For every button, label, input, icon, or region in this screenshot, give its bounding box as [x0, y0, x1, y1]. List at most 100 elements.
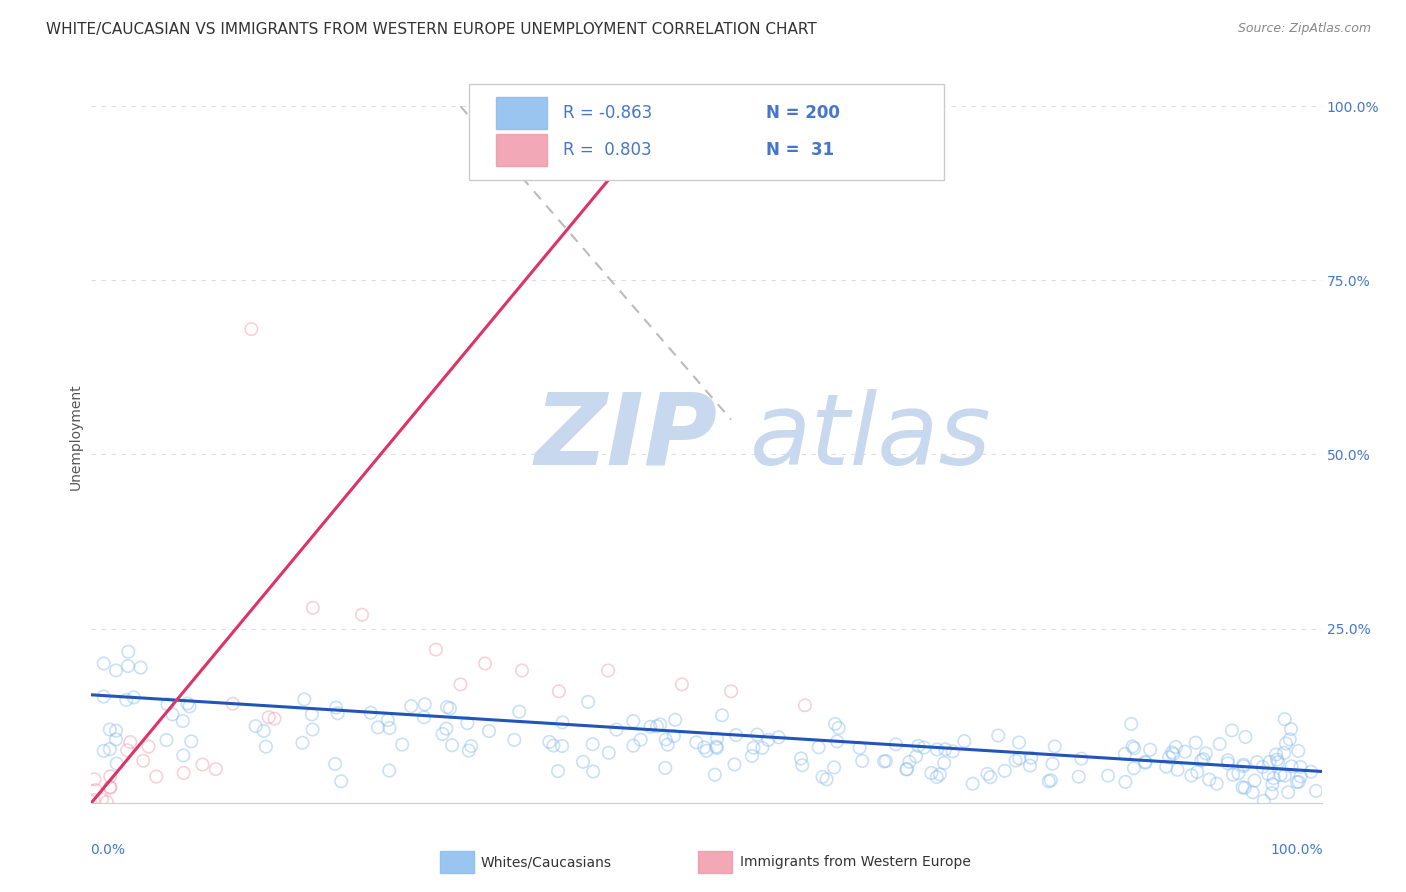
- Point: [439, 701, 461, 715]
- Point: [1122, 739, 1144, 754]
- Point: [1274, 768, 1296, 782]
- Point: [1209, 737, 1232, 751]
- Text: atlas: atlas: [749, 389, 991, 485]
- Point: [253, 723, 276, 738]
- Point: [811, 770, 834, 784]
- Point: [1222, 768, 1244, 782]
- Point: [815, 772, 838, 787]
- Point: [1004, 754, 1026, 768]
- Point: [180, 734, 202, 748]
- Point: [1180, 768, 1202, 782]
- Point: [191, 757, 214, 772]
- Point: [823, 760, 845, 774]
- Point: [96, 795, 118, 809]
- Point: [596, 664, 619, 678]
- Point: [768, 731, 790, 745]
- Point: [873, 755, 896, 769]
- Point: [875, 754, 897, 768]
- Point: [179, 699, 201, 714]
- Point: [360, 706, 382, 720]
- Point: [1161, 747, 1184, 761]
- Point: [1167, 763, 1189, 777]
- Text: ZIP: ZIP: [534, 389, 717, 485]
- Point: [582, 764, 605, 779]
- Point: [979, 770, 1001, 784]
- Point: [1232, 759, 1254, 773]
- Point: [942, 744, 965, 758]
- Point: [456, 716, 478, 731]
- Point: [263, 712, 285, 726]
- Point: [301, 600, 323, 615]
- Point: [1070, 752, 1092, 766]
- Point: [478, 724, 501, 739]
- Point: [1157, 750, 1180, 764]
- Point: [1281, 759, 1303, 773]
- Point: [654, 761, 676, 775]
- Point: [301, 723, 323, 737]
- Point: [105, 664, 127, 678]
- Point: [747, 728, 769, 742]
- Point: [1174, 745, 1197, 759]
- Point: [240, 322, 263, 336]
- Point: [711, 708, 734, 723]
- Point: [1275, 736, 1298, 750]
- Point: [1261, 786, 1284, 800]
- Point: [1216, 753, 1239, 767]
- Point: [1278, 732, 1301, 747]
- Point: [378, 721, 401, 735]
- Point: [1263, 771, 1285, 785]
- Point: [93, 690, 115, 704]
- Point: [115, 743, 138, 757]
- Point: [292, 692, 315, 706]
- Point: [1289, 760, 1312, 774]
- Point: [848, 740, 870, 755]
- Point: [257, 710, 280, 724]
- Point: [1232, 780, 1254, 795]
- Point: [93, 657, 115, 671]
- Point: [1042, 756, 1064, 771]
- Point: [122, 690, 145, 705]
- Point: [1305, 784, 1327, 798]
- Point: [751, 740, 773, 755]
- Point: [391, 738, 413, 752]
- Point: [657, 738, 679, 752]
- Point: [928, 767, 950, 781]
- Point: [83, 793, 105, 807]
- Point: [367, 720, 389, 734]
- Point: [792, 758, 814, 772]
- Point: [671, 677, 693, 691]
- Point: [898, 755, 921, 769]
- Point: [1258, 755, 1281, 769]
- Point: [1135, 755, 1157, 769]
- Point: [1216, 756, 1239, 771]
- Point: [962, 777, 984, 791]
- Point: [115, 693, 138, 707]
- Point: [925, 742, 948, 756]
- Point: [98, 780, 121, 795]
- Point: [325, 700, 347, 714]
- Point: [413, 698, 436, 712]
- Point: [934, 742, 956, 756]
- Point: [1253, 794, 1275, 808]
- Point: [790, 751, 813, 765]
- Point: [434, 722, 457, 736]
- Point: [543, 739, 565, 753]
- Point: [172, 714, 194, 728]
- Text: Source: ZipAtlas.com: Source: ZipAtlas.com: [1237, 22, 1371, 36]
- Point: [1043, 739, 1066, 754]
- Point: [1114, 747, 1136, 761]
- Point: [117, 645, 139, 659]
- Point: [825, 734, 848, 748]
- Point: [91, 792, 114, 806]
- Point: [654, 732, 676, 747]
- Point: [662, 729, 685, 743]
- Point: [953, 734, 976, 748]
- Point: [457, 743, 479, 757]
- Point: [912, 740, 935, 755]
- Point: [1195, 747, 1218, 761]
- Point: [884, 738, 907, 752]
- Point: [1299, 764, 1322, 779]
- Point: [851, 754, 873, 768]
- Point: [326, 706, 349, 721]
- Point: [105, 732, 127, 747]
